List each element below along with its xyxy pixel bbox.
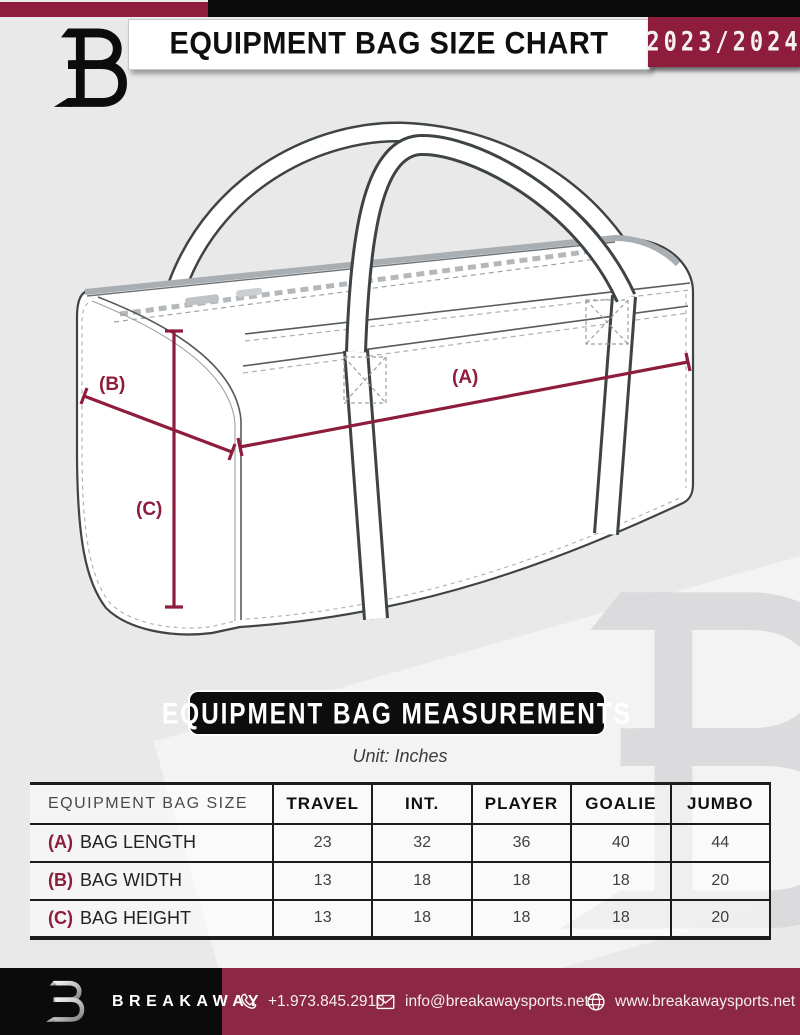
page-title-box: EQUIPMENT BAG SIZE CHART [128,19,650,70]
dimension-label-a: (A) [452,367,479,388]
measurements-banner: EQUIPMENT BAG MEASUREMENTS [162,690,630,736]
duffel-bag-diagram [75,121,695,636]
dimension-arrows [79,329,692,609]
cell-value: 13 [271,861,373,900]
footer-website: www.breakawaysports.net [585,968,795,1035]
column-header-int: INT. [371,783,472,824]
footer-email-text: info@breakawaysports.net [405,992,589,1010]
footer-logo-block [0,968,222,1035]
header-black-bar [208,0,800,17]
row-prefix: (B) [48,870,73,890]
globe-icon [587,992,605,1011]
table-row-bag-width: (B) BAG WIDTH 13 18 18 18 20 [30,861,771,900]
column-header-goalie: GOALIE [570,783,671,824]
size-table: EQUIPMENT BAG SIZE TRAVEL INT. PLAYER GO… [30,782,771,940]
footer-website-text: www.breakawaysports.net [615,992,796,1010]
season-badge: 2023/2024 [646,17,800,67]
table-row-bag-height: (C) BAG HEIGHT 13 18 18 18 20 [30,899,771,938]
table-row-bag-length: (A) BAG LENGTH 23 32 36 40 44 [30,823,771,862]
cell-value: 23 [271,823,373,862]
cell-value: 40 [570,823,671,862]
phone-icon [240,993,257,1009]
footer-email: info@breakawaysports.net [374,968,589,1035]
row-label: BAG LENGTH [80,832,197,852]
cell-value: 44 [669,823,771,862]
season-label: 2023/2024 [646,27,800,57]
column-header-jumbo: JUMBO [669,783,771,824]
row-prefix: (A) [48,832,73,852]
brand-name: BREAKAWAY [112,993,265,1010]
cell-value: 13 [271,899,373,938]
size-column-header: EQUIPMENT BAG SIZE [30,783,273,824]
dimension-label-b: (B) [99,374,126,395]
row-prefix: (C) [48,907,73,928]
column-header-travel: TRAVEL [271,783,373,824]
column-header-player: PLAYER [470,783,572,824]
cell-value: 20 [669,899,771,938]
measurements-banner-label: EQUIPMENT BAG MEASUREMENTS [162,695,632,730]
page-title: EQUIPMENT BAG SIZE CHART [169,26,609,62]
unit-note: Unit: Inches [352,746,448,766]
email-icon [376,994,395,1009]
cell-value: 32 [371,823,472,862]
cell-value: 20 [669,861,771,900]
row-label: BAG WIDTH [80,870,182,890]
cell-value: 18 [371,861,472,900]
cell-value: 18 [371,899,472,938]
footer-phone: +1.973.845.2910 [238,968,385,1035]
dimension-label-c: (C) [136,499,163,520]
cell-value: 18 [570,899,671,938]
cell-value: 18 [570,861,671,900]
row-label: BAG HEIGHT [80,907,192,928]
cell-value: 18 [470,861,572,900]
cell-value: 18 [470,899,572,938]
table-header-row: EQUIPMENT BAG SIZE TRAVEL INT. PLAYER GO… [30,783,771,824]
header-maroon-strip [0,2,208,17]
footer-phone-text: +1.973.845.2910 [268,992,385,1010]
breakaway-logo-icon [53,28,127,107]
cell-value: 36 [470,823,572,862]
footer-bar: BREAKAWAY +1.973.845.2910 info@breakaway… [0,968,800,1035]
breakaway-logo-icon [46,980,85,1022]
